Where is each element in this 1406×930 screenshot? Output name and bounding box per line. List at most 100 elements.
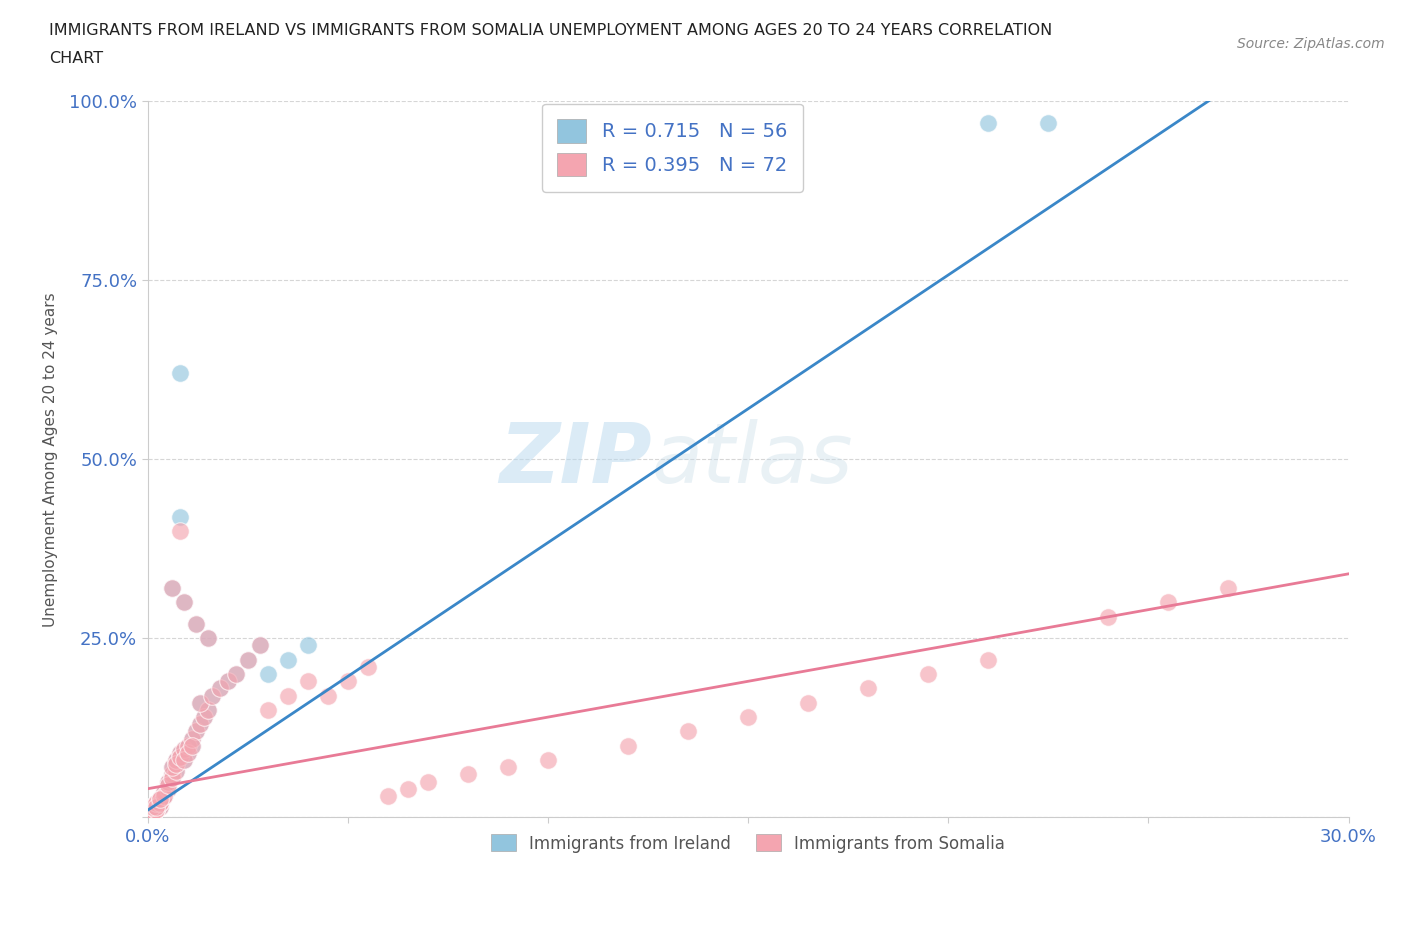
Point — [249, 638, 271, 653]
Point — [141, 806, 163, 821]
Point — [180, 731, 202, 746]
Point — [176, 738, 198, 753]
Point — [617, 738, 640, 753]
Text: CHART: CHART — [49, 51, 103, 66]
Point — [217, 674, 239, 689]
Point — [197, 631, 219, 645]
Point — [208, 681, 231, 696]
Point — [149, 792, 172, 807]
Point — [165, 752, 187, 767]
Point — [145, 799, 167, 814]
Point — [197, 702, 219, 717]
Point — [377, 789, 399, 804]
Point — [357, 659, 380, 674]
Point — [149, 796, 172, 811]
Legend: Immigrants from Ireland, Immigrants from Somalia: Immigrants from Ireland, Immigrants from… — [484, 828, 1012, 859]
Point — [180, 731, 202, 746]
Point — [176, 738, 198, 753]
Point — [316, 688, 339, 703]
Point — [160, 580, 183, 595]
Point — [169, 365, 191, 380]
Point — [1038, 115, 1060, 130]
Point — [152, 789, 174, 804]
Point — [149, 796, 172, 811]
Point — [188, 696, 211, 711]
Point — [169, 746, 191, 761]
Point — [165, 756, 187, 771]
Point — [180, 738, 202, 753]
Point — [149, 796, 172, 811]
Point — [149, 792, 172, 807]
Point — [141, 803, 163, 817]
Point — [184, 617, 207, 631]
Point — [256, 667, 278, 682]
Point — [256, 702, 278, 717]
Point — [141, 799, 163, 814]
Point — [917, 667, 939, 682]
Point — [160, 760, 183, 775]
Point — [152, 785, 174, 800]
Point — [208, 681, 231, 696]
Point — [145, 803, 167, 817]
Point — [1218, 580, 1240, 595]
Point — [184, 617, 207, 631]
Point — [225, 667, 247, 682]
Point — [173, 595, 195, 610]
Point — [197, 631, 219, 645]
Point — [145, 803, 167, 817]
Point — [160, 767, 183, 782]
Point — [188, 696, 211, 711]
Point — [173, 595, 195, 610]
Point — [396, 781, 419, 796]
Point — [141, 806, 163, 821]
Point — [217, 674, 239, 689]
Point — [797, 696, 820, 711]
Point — [1097, 609, 1119, 624]
Point — [193, 710, 215, 724]
Point — [156, 781, 179, 796]
Point — [173, 752, 195, 767]
Point — [156, 781, 179, 796]
Point — [156, 774, 179, 789]
Point — [201, 688, 224, 703]
Point — [149, 796, 172, 811]
Point — [145, 796, 167, 811]
Point — [145, 796, 167, 811]
Point — [197, 702, 219, 717]
Point — [496, 760, 519, 775]
Text: atlas: atlas — [652, 418, 853, 499]
Point — [173, 752, 195, 767]
Point — [856, 681, 879, 696]
Point — [152, 785, 174, 800]
Point — [149, 792, 172, 807]
Point — [169, 509, 191, 524]
Point — [169, 749, 191, 764]
Point — [1157, 595, 1180, 610]
Point — [149, 799, 172, 814]
Point — [457, 767, 479, 782]
Point — [169, 524, 191, 538]
Point — [336, 674, 359, 689]
Point — [160, 771, 183, 786]
Point — [165, 756, 187, 771]
Point — [184, 724, 207, 738]
Text: IMMIGRANTS FROM IRELAND VS IMMIGRANTS FROM SOMALIA UNEMPLOYMENT AMONG AGES 20 TO: IMMIGRANTS FROM IRELAND VS IMMIGRANTS FR… — [49, 23, 1053, 38]
Point — [145, 796, 167, 811]
Text: ZIP: ZIP — [499, 418, 652, 499]
Point — [173, 742, 195, 757]
Point — [236, 652, 259, 667]
Point — [156, 777, 179, 792]
Point — [160, 771, 183, 786]
Point — [145, 803, 167, 817]
Point — [141, 806, 163, 821]
Point — [160, 760, 183, 775]
Point — [249, 638, 271, 653]
Point — [145, 803, 167, 817]
Point — [180, 738, 202, 753]
Point — [169, 749, 191, 764]
Point — [145, 799, 167, 814]
Point — [152, 789, 174, 804]
Point — [145, 796, 167, 811]
Point — [176, 746, 198, 761]
Point — [160, 767, 183, 782]
